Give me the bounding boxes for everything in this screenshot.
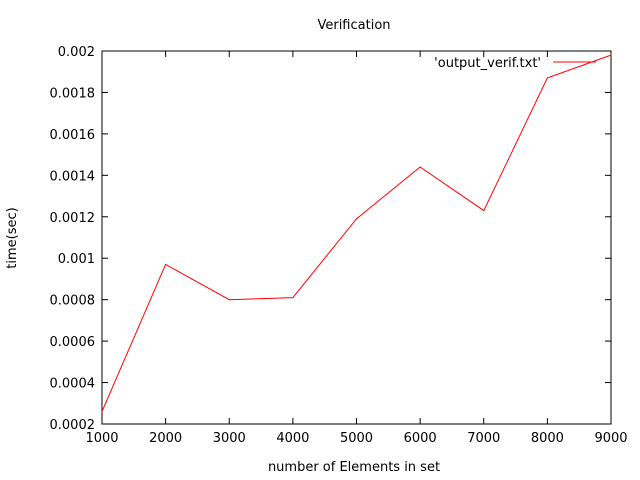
x-tick-label: 3000 [213,431,246,446]
x-tick-label: 2000 [149,431,182,446]
x-tick-label: 7000 [467,431,500,446]
y-tick-label: 0.0016 [50,128,96,143]
chart-title: Verification [317,18,390,33]
x-tick-label: 4000 [276,431,309,446]
data-point [165,263,167,266]
axis-ticks [101,50,612,425]
y-tick-label: 0.0018 [50,86,96,101]
data-point [483,209,485,212]
y-axis-label: time(sec) [5,207,20,268]
x-tick-label: 6000 [404,431,437,446]
axis-tick-labels: 1000 2000 3000 4000 5000 6000 7000 8000 9000 0.00… [50,45,628,446]
x-axis-label: number of Elements in set [268,460,440,475]
y-tick-label: 0.001 [58,252,95,267]
data-point [546,77,548,79]
y-tick-label: 0.0008 [50,294,96,309]
y-tick-label: 0.0002 [50,418,96,433]
legend-label: 'output_verif.txt' [434,56,541,71]
y-tick-label: 0.0004 [50,377,96,392]
data-point [228,299,230,301]
x-tick-label: 5000 [340,431,373,446]
data-point [101,410,103,413]
data-point [610,54,612,56]
y-tick-label: 0.0014 [50,169,96,184]
x-tick-label: 1000 [85,431,118,446]
y-tick-label: 0.0006 [50,335,96,350]
y-tick-label: 0.002 [58,45,95,60]
series-line-0 [101,54,612,412]
series-layer [101,54,612,413]
legend: 'output_verif.txt' [434,56,596,71]
plot-frame [101,50,612,425]
data-point [419,166,421,168]
data-point [355,218,358,220]
x-tick-label: 9000 [594,431,627,446]
y-tick-label: 0.0012 [50,211,96,226]
x-tick-label: 8000 [531,431,564,446]
data-point [292,296,294,299]
